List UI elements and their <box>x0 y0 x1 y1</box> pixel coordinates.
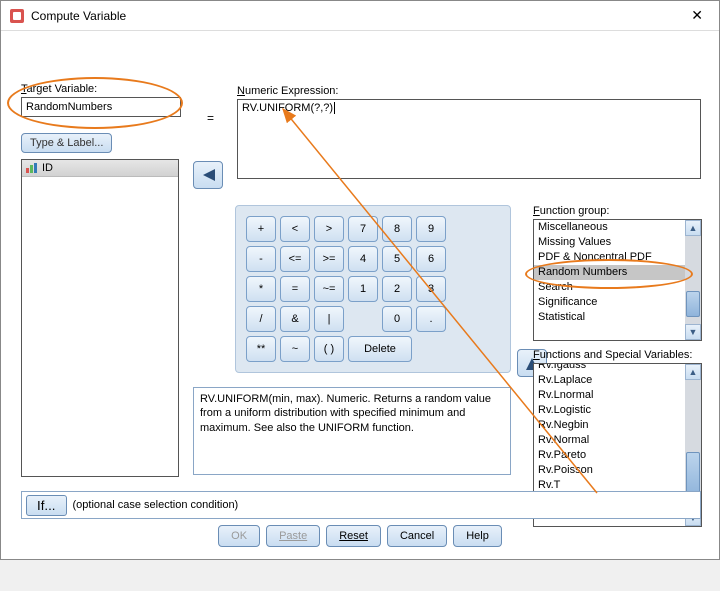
scroll-down-icon[interactable]: ▼ <box>685 324 701 340</box>
keypad-key[interactable]: * <box>246 276 276 302</box>
keypad-key[interactable]: 2 <box>382 276 412 302</box>
keypad-delete-button[interactable]: Delete <box>348 336 412 362</box>
keypad-key[interactable]: > <box>314 216 344 242</box>
variable-icon <box>26 163 38 173</box>
calculator-keypad: +<>789 -<=>=456 *=~=123 /&| 0. **~( )Delete <box>235 205 511 373</box>
titlebar: Compute Variable ✕ <box>1 1 719 31</box>
function-group-item[interactable]: Statistical <box>534 310 685 325</box>
function-group-item[interactable]: Random Numbers <box>534 265 685 280</box>
function-item[interactable]: Rv.Negbin <box>534 418 685 433</box>
target-variable-label: Target Variable: <box>21 83 181 95</box>
variable-list-header[interactable]: ID <box>22 160 178 177</box>
if-button[interactable]: If... <box>26 495 67 516</box>
window-title: Compute Variable <box>31 9 683 23</box>
keypad-key[interactable]: = <box>280 276 310 302</box>
scroll-thumb[interactable] <box>686 291 700 317</box>
close-button[interactable]: ✕ <box>683 5 711 26</box>
compute-variable-dialog: Compute Variable ✕ Target Variable: Type… <box>0 0 720 560</box>
numeric-expression-input[interactable]: RV.UNIFORM(?,?) <box>237 99 701 179</box>
scroll-up-icon[interactable]: ▲ <box>685 364 701 380</box>
function-description: RV.UNIFORM(min, max). Numeric. Returns a… <box>193 387 511 475</box>
keypad-key[interactable]: 7 <box>348 216 378 242</box>
function-item[interactable]: Rv.Normal <box>534 433 685 448</box>
keypad-key[interactable]: 4 <box>348 246 378 272</box>
move-to-expression-button[interactable] <box>193 161 223 189</box>
function-item[interactable]: Rv.Pareto <box>534 448 685 463</box>
keypad-key[interactable]: ( ) <box>314 336 344 362</box>
keypad-key[interactable]: + <box>246 216 276 242</box>
keypad-key[interactable]: 6 <box>416 246 446 272</box>
function-group-label: Function group: <box>533 205 609 217</box>
variable-id-label: ID <box>42 162 53 174</box>
help-button[interactable]: Help <box>453 525 502 547</box>
function-group-list[interactable]: MiscellaneousMissing ValuesPDF & Noncent… <box>533 219 702 341</box>
keypad-key[interactable]: - <box>246 246 276 272</box>
keypad-key[interactable]: 5 <box>382 246 412 272</box>
dialog-content: Target Variable: Type & Label... = Numer… <box>1 31 719 559</box>
keypad-key[interactable]: 8 <box>382 216 412 242</box>
keypad-key[interactable]: 9 <box>416 216 446 242</box>
keypad-key[interactable]: . <box>416 306 446 332</box>
function-group-item[interactable]: Missing Values <box>534 235 685 250</box>
function-item[interactable]: Rv.Logistic <box>534 403 685 418</box>
keypad-key[interactable]: ~ <box>280 336 310 362</box>
target-variable-input[interactable] <box>21 97 181 117</box>
function-group-scrollbar[interactable]: ▲ ▼ <box>685 220 701 340</box>
function-item[interactable]: Rv.Igauss <box>534 363 685 373</box>
function-item[interactable]: Rv.Laplace <box>534 373 685 388</box>
numeric-expression-text: RV.UNIFORM(?,?) <box>242 102 333 114</box>
keypad-key[interactable]: ** <box>246 336 276 362</box>
scroll-up-icon[interactable]: ▲ <box>685 220 701 236</box>
if-condition-row: If... (optional case selection condition… <box>21 491 701 519</box>
keypad-key[interactable]: 0 <box>382 306 412 332</box>
cancel-button[interactable]: Cancel <box>387 525 447 547</box>
paste-button[interactable]: Paste <box>266 525 320 547</box>
keypad-key[interactable]: 1 <box>348 276 378 302</box>
type-and-label-button[interactable]: Type & Label... <box>21 133 112 153</box>
keypad-key[interactable]: | <box>314 306 344 332</box>
keypad-key[interactable]: < <box>280 216 310 242</box>
target-variable-section: Target Variable: <box>21 83 181 117</box>
ok-button[interactable]: OK <box>218 525 260 547</box>
variable-list[interactable]: ID <box>21 159 179 477</box>
if-condition-text: (optional case selection condition) <box>73 499 239 511</box>
equals-sign: = <box>207 111 214 125</box>
keypad-key[interactable]: 3 <box>416 276 446 302</box>
keypad-key[interactable]: <= <box>280 246 310 272</box>
keypad-key[interactable]: / <box>246 306 276 332</box>
keypad-key[interactable]: >= <box>314 246 344 272</box>
app-icon <box>9 8 25 24</box>
function-item[interactable]: Rv.Lnormal <box>534 388 685 403</box>
function-group-item[interactable]: PDF & Noncentral PDF <box>534 250 685 265</box>
numeric-expression-label: Numeric Expression: <box>237 85 339 97</box>
function-group-item[interactable]: Significance <box>534 295 685 310</box>
function-group-item[interactable]: Miscellaneous <box>534 220 685 235</box>
function-item[interactable]: Rv.Poisson <box>534 463 685 478</box>
keypad-key[interactable]: ~= <box>314 276 344 302</box>
dialog-button-row: OK Paste Reset Cancel Help <box>1 525 719 547</box>
function-group-item[interactable]: Search <box>534 280 685 295</box>
functions-variables-label: Functions and Special Variables: <box>533 349 692 361</box>
keypad-key[interactable]: & <box>280 306 310 332</box>
reset-button[interactable]: Reset <box>326 525 381 547</box>
